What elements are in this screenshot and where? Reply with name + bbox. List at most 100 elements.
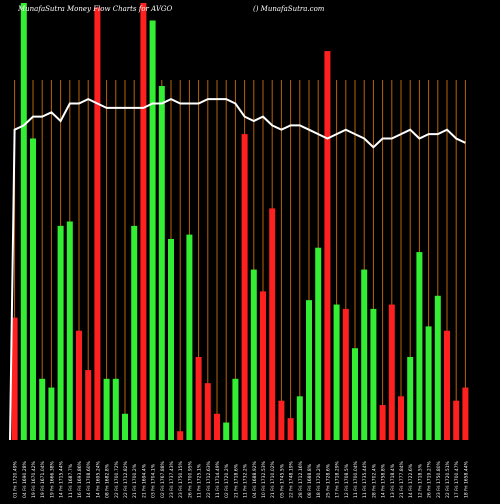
x-tick-label: 19 Fri 1666.38% — [49, 460, 55, 498]
bar-25 — [232, 378, 239, 440]
x-tick-label: 17 Fri 1700.47% — [454, 460, 460, 498]
x-tick-label: 13 Fri 1718.4% — [390, 463, 396, 498]
bar-4 — [39, 378, 46, 440]
bar-8 — [76, 330, 82, 440]
x-tick-label: 21 Fri 1777.84% — [399, 460, 405, 498]
x-tick-label: 03 Fri 1704.1% — [151, 463, 157, 498]
bar-7 — [66, 221, 73, 440]
x-tick-label: 14 Fri 1708.60% — [86, 460, 92, 498]
bar-49 — [453, 400, 460, 440]
x-tick-label: 21 Fri 1700.2% — [132, 463, 138, 498]
bar-9 — [85, 370, 92, 440]
bar-12 — [112, 378, 119, 440]
bar-3 — [30, 138, 36, 440]
bar-41 — [379, 405, 386, 440]
bar-1 — [11, 317, 18, 440]
bar-47 — [434, 295, 441, 440]
x-tick-label: 04 Fri 1688.92% — [252, 460, 258, 498]
x-tick-label: 11 Fri 1735.44% — [362, 460, 368, 498]
flow-line — [9, 97, 466, 441]
bar-48 — [444, 330, 450, 440]
x-tick-label: 02 Fri 1767.88% — [160, 460, 166, 498]
x-tick-label: 14 Fri 1722.6% — [408, 463, 414, 498]
bar-16 — [149, 20, 156, 440]
x-tick-label: 23 Fri 1750.15% — [178, 460, 184, 498]
x-tick-label: 26 Fri 1700.95% — [187, 460, 193, 498]
x-tick-label: 28 Fri 1712.16% — [298, 460, 304, 498]
chart-subtitle: () MunafaSutra.com — [253, 5, 325, 13]
bar-36 — [333, 304, 340, 440]
x-tick-label: 01 Fri 1720.49% — [13, 460, 19, 498]
x-tick-label: 23 Fri 1737.43% — [169, 460, 175, 498]
x-tick-label: 11 Fri 1714.49% — [215, 460, 221, 498]
bar-43 — [398, 396, 404, 440]
bar-5 — [48, 387, 55, 440]
bar-35 — [324, 51, 331, 440]
bar-39 — [361, 269, 368, 440]
bar-40 — [370, 308, 377, 440]
x-tick-label: 22 Fri 1748.19% — [289, 460, 295, 498]
bar-14 — [131, 225, 138, 440]
x-tick-label: 16 Fri 1693.86% — [77, 460, 83, 498]
bar-11 — [103, 378, 110, 440]
x-tick-label: 21 Fri 1718.6% — [233, 463, 239, 498]
x-tick-label: 04 Fri 1690.28% — [22, 460, 28, 498]
bar-32 — [296, 396, 303, 440]
x-tick-label: 23 Fri 1750.80% — [436, 460, 442, 498]
bar-44 — [407, 356, 414, 440]
grid-lines — [14, 80, 466, 440]
x-tick-label: 22 Fri 1712.82% — [123, 460, 129, 498]
x-tick-label: 10 Fri 1732.53% — [261, 460, 267, 498]
bar-37 — [342, 308, 349, 440]
x-tick-label: 08 Fri 1688.8% — [307, 463, 313, 498]
x-tick-label: 21 Fri 1694.4% — [141, 463, 147, 498]
x-tick-label: 05 Fri 1745.5% — [279, 463, 285, 498]
bar-10 — [94, 7, 101, 441]
bar-23 — [214, 413, 220, 440]
x-tick-label: 14 Fri 1758.8% — [381, 463, 387, 498]
bar-38 — [352, 348, 358, 440]
bar-18 — [168, 238, 174, 440]
bar-13 — [122, 413, 128, 440]
bar-27 — [250, 269, 257, 440]
x-tick-labels: 01 Fri 1720.49% 04 Fri 1690.28% 19 Fri 167… — [13, 460, 470, 498]
x-tick-label: 11 Fri 1687.7% — [68, 463, 74, 498]
bar-6 — [57, 225, 64, 440]
x-tick-label: 02 Fri 1720.2% — [224, 463, 230, 498]
bars — [11, 3, 469, 441]
bar-26 — [241, 134, 248, 440]
x-tick-label: 21 Fri 1710.02% — [270, 460, 276, 498]
bar-46 — [425, 326, 432, 440]
x-tick-label: 28 Fri 1702.4% — [371, 463, 377, 498]
x-tick-label: 22 Fri 1720.51% — [445, 460, 451, 498]
bar-30 — [278, 400, 285, 440]
x-tick-label: 19 Fri 1671.04% — [40, 460, 46, 498]
x-tick-label: 17 Fri 1718.29% — [335, 460, 341, 498]
x-tick-label: 11 Fri 1725.1% — [197, 463, 203, 498]
x-tick-label: 25 Fri 1728.6% — [325, 463, 331, 498]
x-tick-label: 14 Fri 1695.24% — [95, 460, 101, 498]
bar-28 — [260, 291, 266, 440]
bar-34 — [315, 247, 322, 440]
bar-19 — [177, 431, 184, 440]
x-tick-label: 12 Fri 1708.5% — [344, 463, 350, 498]
bar-29 — [269, 208, 276, 440]
bar-42 — [388, 304, 395, 440]
x-tick-label: 11 Fri 1700.04% — [353, 460, 359, 498]
x-tick-label: 19 Fri 1670.42% — [31, 460, 37, 498]
bar-22 — [204, 383, 211, 440]
bar-24 — [223, 422, 230, 440]
bar-20 — [186, 234, 193, 440]
bar-17 — [158, 86, 165, 440]
chart-title: MunafaSutra Money Flow Charts for AVGO — [18, 5, 173, 13]
bar-33 — [306, 300, 312, 440]
bar-15 — [140, 3, 147, 440]
x-tick-label: 18 Fri 1658.44% — [463, 460, 469, 498]
bar-31 — [287, 418, 294, 440]
bar-50 — [462, 387, 469, 440]
flow-line-path — [9, 97, 466, 441]
bar-45 — [416, 252, 423, 440]
x-tick-label: 14 Fri 1715.44% — [59, 460, 65, 498]
